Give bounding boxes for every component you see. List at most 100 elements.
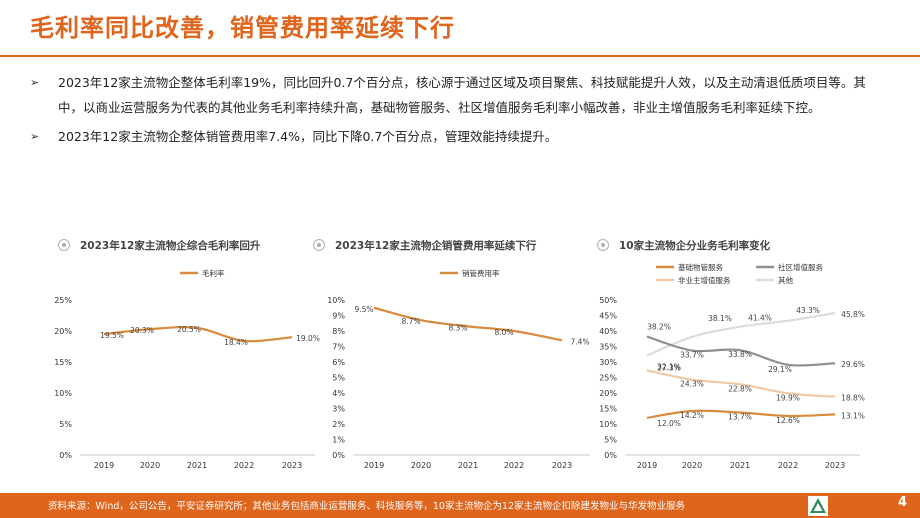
y-tick-label: 15% [54, 358, 72, 367]
x-tick-label: 2019 [94, 461, 114, 470]
legend-label: 非业主增值服务 [678, 275, 731, 285]
bullet-arrow-icon: ➢ [30, 76, 40, 89]
x-tick-label: 2021 [187, 461, 207, 470]
company-logo-icon [808, 496, 828, 516]
y-tick-label: 10% [599, 420, 617, 429]
data-label: 19.5% [100, 331, 124, 340]
chart-2-header: 2023年12家主流物企销管费用率延续下行 [313, 233, 536, 257]
series-line-毛利率 [103, 326, 293, 343]
circle-bullet-icon [313, 239, 325, 251]
series-line-非业主增值服务 [646, 369, 836, 398]
data-label: 19.0% [296, 334, 320, 343]
bullet-item: ➢ 2023年12家主流物企整体销管费用率7.4%，同比下降0.7个百分点，管理… [30, 124, 890, 149]
data-label: 45.8% [841, 310, 865, 319]
data-label: 9.5% [354, 305, 373, 314]
y-tick-label: 3% [332, 405, 345, 414]
y-tick-label: 50% [599, 296, 617, 305]
data-label: 22.8% [728, 384, 752, 393]
y-tick-label: 25% [599, 374, 617, 383]
circle-bullet-icon [58, 239, 70, 251]
data-label: 33.8% [728, 350, 752, 359]
data-label: 29.1% [768, 365, 792, 374]
y-tick-label: 0% [332, 451, 345, 460]
bullet-text: 2023年12家主流物企整体毛利率19%，同比回升0.7个百分点，核心源于通过区… [58, 75, 866, 115]
data-label: 24.3% [680, 380, 704, 389]
chart-1-header: 2023年12家主流物企综合毛利率回升 [58, 233, 260, 257]
y-tick-label: 15% [599, 405, 617, 414]
data-label: 8.0% [494, 328, 513, 337]
series-line-基础物管服务 [646, 409, 836, 419]
footer-source: 资料来源：Wind，公司公告，平安证券研究所；其他业务包括商业运营服务、科技服务… [48, 501, 686, 512]
data-label: 32.1% [657, 362, 681, 371]
y-tick-label: 20% [54, 327, 72, 336]
legend-label: 基础物管服务 [678, 262, 723, 272]
series-line-其他 [646, 311, 836, 357]
y-tick-label: 30% [599, 358, 617, 367]
x-tick-label: 2022 [504, 461, 524, 470]
y-tick-label: 20% [599, 389, 617, 398]
y-tick-label: 4% [332, 389, 345, 398]
data-label: 12.6% [776, 416, 800, 425]
data-label: 13.1% [841, 411, 865, 420]
data-label: 14.2% [680, 411, 704, 420]
y-tick-label: 8% [332, 327, 345, 336]
x-tick-label: 2022 [778, 461, 798, 470]
data-label: 13.7% [728, 413, 752, 422]
y-tick-label: 2% [332, 420, 345, 429]
x-tick-label: 2023 [552, 461, 572, 470]
data-label: 38.2% [647, 323, 671, 332]
y-tick-label: 0% [59, 451, 72, 460]
data-label: 29.6% [841, 360, 865, 369]
x-tick-label: 2020 [682, 461, 702, 470]
y-tick-label: 0% [604, 451, 617, 460]
chart-3-header: 10家主流物企分业务毛利率变化 [597, 233, 770, 257]
legend-label: 社区增值服务 [778, 262, 823, 272]
bullet-item: ➢ 2023年12家主流物企整体毛利率19%，同比回升0.7个百分点，核心源于通… [30, 70, 890, 120]
data-label: 20.3% [130, 326, 154, 335]
legend-label: 毛利率 [202, 268, 225, 278]
data-label: 20.5% [177, 325, 201, 334]
legend-label: 其他 [778, 275, 793, 285]
y-tick-label: 6% [332, 358, 345, 367]
y-tick-label: 10% [54, 389, 72, 398]
y-tick-label: 45% [599, 312, 617, 321]
y-tick-label: 25% [54, 296, 72, 305]
footer-bar [0, 493, 920, 518]
y-tick-label: 1% [332, 436, 345, 445]
y-tick-label: 7% [332, 343, 345, 352]
title-divider [0, 55, 920, 57]
data-label: 18.4% [224, 338, 248, 347]
y-tick-label: 35% [599, 343, 617, 352]
data-label: 19.9% [776, 393, 800, 402]
x-tick-label: 2021 [458, 461, 478, 470]
x-tick-label: 2019 [364, 461, 384, 470]
chart-1-title: 2023年12家主流物企综合毛利率回升 [80, 239, 261, 252]
data-label: 43.3% [796, 306, 820, 315]
x-tick-label: 2019 [637, 461, 657, 470]
data-label: 18.8% [841, 394, 865, 403]
page-number: 4 [898, 495, 908, 510]
data-label: 38.1% [708, 314, 732, 323]
data-label: 27.3% [657, 363, 681, 372]
data-label: 8.7% [401, 317, 420, 326]
bullet-list: ➢ 2023年12家主流物企整体毛利率19%，同比回升0.7个百分点，核心源于通… [30, 70, 890, 153]
chart-3-title: 10家主流物企分业务毛利率变化 [619, 239, 771, 252]
x-tick-label: 2023 [825, 461, 845, 470]
y-tick-label: 5% [604, 436, 617, 445]
data-label: 7.4% [570, 337, 589, 346]
chart-2-title: 2023年12家主流物企销管费用率延续下行 [335, 239, 537, 252]
x-tick-label: 2022 [234, 461, 254, 470]
series-line-社区增值服务 [646, 335, 836, 367]
x-tick-label: 2023 [282, 461, 302, 470]
y-tick-label: 10% [327, 296, 345, 305]
x-tick-label: 2020 [140, 461, 160, 470]
x-tick-label: 2020 [411, 461, 431, 470]
page-title: 毛利率同比改善，销管费用率延续下行 [30, 14, 455, 42]
series-line-销管费用率 [373, 306, 563, 342]
data-label: 41.4% [748, 314, 772, 323]
data-label: 12.0% [657, 419, 681, 428]
bullet-text: 2023年12家主流物企整体销管费用率7.4%，同比下降0.7个百分点，管理效能… [58, 129, 558, 144]
